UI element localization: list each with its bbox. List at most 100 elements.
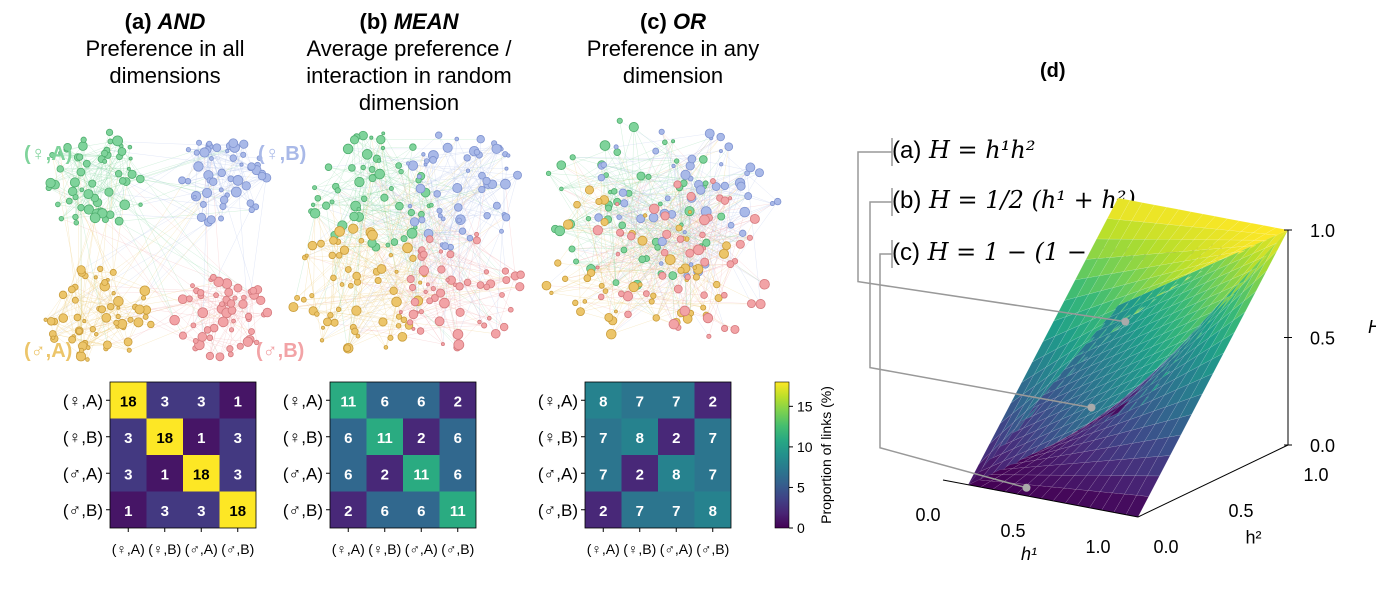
network-mean-node bbox=[478, 185, 486, 194]
network-and-node bbox=[97, 265, 104, 273]
network-and-edge bbox=[104, 285, 229, 293]
network-or-node bbox=[692, 265, 698, 270]
network-or-edge bbox=[661, 186, 717, 264]
network-mean-edge bbox=[348, 240, 362, 270]
surface-face bbox=[1072, 449, 1097, 464]
network-or-edge bbox=[590, 174, 607, 269]
network-mean-node bbox=[349, 211, 359, 222]
network-mean-edge bbox=[400, 300, 430, 313]
network-or-node bbox=[600, 161, 607, 169]
network-or-node bbox=[602, 288, 609, 294]
network-mean-edge bbox=[303, 290, 394, 300]
network-and-edge bbox=[61, 158, 131, 219]
heatmap-value: 7 bbox=[709, 430, 717, 447]
network-and-node bbox=[94, 332, 99, 337]
network-or-edge bbox=[665, 215, 727, 246]
network-or-node bbox=[713, 280, 721, 289]
network-mean-node bbox=[397, 331, 408, 342]
network-and-node bbox=[193, 161, 204, 172]
network-mean-node bbox=[407, 203, 413, 209]
network-mean-edge bbox=[460, 152, 478, 220]
network-and-node bbox=[119, 199, 131, 211]
network-mean-node bbox=[319, 338, 325, 343]
network-and-edge bbox=[73, 277, 96, 337]
network-mean-edge bbox=[354, 331, 391, 339]
network-or-edge bbox=[622, 225, 657, 243]
network-mean-edge bbox=[356, 310, 400, 317]
surface-face bbox=[1053, 364, 1077, 383]
network-or-edge bbox=[551, 233, 743, 294]
network-or-edge bbox=[571, 248, 588, 279]
network-and-edge bbox=[76, 157, 80, 223]
network-and-node bbox=[127, 316, 134, 323]
y-tick-label: (♀,B) bbox=[283, 428, 323, 447]
network-and-node bbox=[192, 338, 199, 344]
colorbar-tick-label: 0 bbox=[797, 520, 805, 536]
network-and-node bbox=[113, 319, 120, 326]
network-or-node bbox=[638, 255, 647, 264]
network-mean-edge bbox=[313, 204, 446, 247]
network-or-edge bbox=[624, 184, 678, 204]
network-or-edge bbox=[623, 137, 712, 251]
network-or-node bbox=[616, 214, 622, 220]
network-mean-edge bbox=[347, 325, 399, 349]
network-or-edge bbox=[576, 204, 680, 229]
network-mean-node bbox=[441, 242, 450, 250]
panel-b-title: (b) MEAN bbox=[359, 9, 459, 34]
network-or-edge bbox=[664, 142, 682, 225]
network-and-edge bbox=[187, 180, 237, 193]
network-mean-node bbox=[439, 297, 450, 309]
y-tick-label: (♂,B) bbox=[283, 501, 323, 520]
heatmap-cell bbox=[146, 418, 183, 455]
network-mean-node bbox=[506, 153, 511, 158]
network-and-node bbox=[55, 201, 61, 208]
network-mean-node bbox=[434, 316, 445, 327]
network-mean-node bbox=[472, 236, 481, 245]
network-mean-edge bbox=[457, 217, 507, 335]
network-mean-node bbox=[390, 238, 399, 246]
network-mean-edge bbox=[333, 277, 511, 310]
network-or-edge bbox=[705, 172, 760, 265]
network-and-node bbox=[76, 265, 86, 275]
leader-line bbox=[869, 201, 1092, 409]
network-mean-edge bbox=[412, 233, 477, 241]
network-or-node bbox=[615, 201, 620, 207]
heatmap-cell bbox=[366, 418, 403, 455]
network-or-edge bbox=[720, 150, 778, 202]
network-and-node bbox=[202, 187, 213, 198]
network-and-node bbox=[213, 276, 224, 288]
heatmap-cell bbox=[366, 382, 403, 419]
heatmap-cell bbox=[110, 382, 147, 419]
y-tick-label: (♀,A) bbox=[538, 391, 578, 410]
network-mean-node bbox=[348, 223, 359, 234]
network-or-edge bbox=[597, 242, 707, 268]
network-and-edge bbox=[75, 300, 94, 330]
network-or-node bbox=[702, 180, 709, 187]
network-or-edge bbox=[631, 213, 665, 237]
network-mean-edge bbox=[312, 160, 380, 206]
network-mean-node bbox=[400, 316, 408, 324]
network-and-node bbox=[227, 351, 234, 358]
network-mean-edge bbox=[347, 154, 424, 349]
network-and-edge bbox=[106, 149, 251, 168]
network-mean-node bbox=[335, 306, 342, 313]
network-mean-node bbox=[388, 252, 394, 258]
network-or-node bbox=[658, 128, 665, 135]
heatmap-value: 2 bbox=[636, 466, 644, 483]
network-mean-node bbox=[383, 345, 389, 350]
network-mean-node bbox=[423, 158, 430, 164]
network-and-node bbox=[230, 186, 242, 198]
network-or-node bbox=[724, 142, 734, 152]
network-mean-node bbox=[425, 282, 430, 287]
network-and-edge bbox=[107, 290, 145, 346]
network-and-node bbox=[107, 138, 114, 145]
network-mean-node bbox=[327, 312, 334, 319]
network-mean-node bbox=[418, 216, 426, 224]
network-mean-node bbox=[324, 163, 333, 171]
surface-face bbox=[1056, 432, 1080, 446]
network-mean-edge bbox=[402, 300, 419, 337]
y-tick-label: (♀,B) bbox=[538, 428, 578, 447]
network-mean-edge bbox=[457, 187, 478, 241]
network-or-edge bbox=[603, 150, 721, 166]
surface-face bbox=[1058, 442, 1083, 457]
